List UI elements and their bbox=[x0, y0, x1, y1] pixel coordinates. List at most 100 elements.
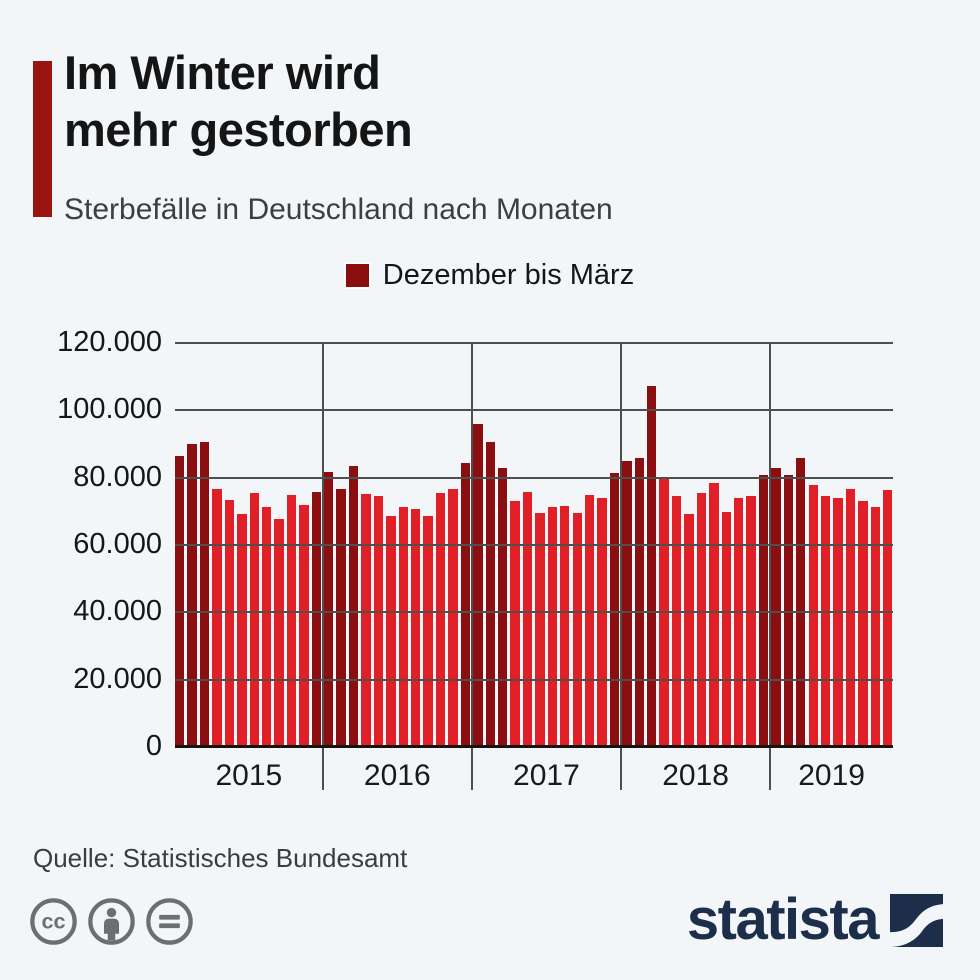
x-axis-year-label: 2018 bbox=[662, 759, 729, 792]
chart-legend: Dezember bis März bbox=[0, 259, 980, 292]
bar-month bbox=[733, 497, 744, 747]
statista-logo-mark bbox=[890, 893, 943, 947]
bar-winter bbox=[485, 441, 495, 747]
statista-logo-text: statista bbox=[686, 887, 880, 952]
source-note: Quelle: Statistisches Bundesamt bbox=[33, 843, 408, 873]
bar-month bbox=[224, 499, 235, 747]
bar-month bbox=[597, 497, 607, 747]
bar-winter bbox=[460, 463, 471, 747]
bar-winter bbox=[336, 489, 346, 747]
page-title: Im Winter wird mehr gestorben bbox=[64, 44, 413, 158]
gridline bbox=[175, 476, 893, 479]
bar-month bbox=[423, 515, 433, 747]
bar-month bbox=[373, 496, 384, 747]
x-axis-year-label: 2019 bbox=[798, 759, 865, 792]
bar-winter bbox=[647, 386, 657, 747]
bar-month bbox=[746, 495, 756, 747]
gridline bbox=[175, 611, 893, 614]
gridline bbox=[175, 342, 893, 344]
y-axis-tick-label: 120.000 bbox=[57, 326, 162, 358]
bar-month bbox=[671, 495, 682, 747]
bar-winter bbox=[199, 442, 210, 747]
gridline bbox=[175, 409, 893, 412]
bar-month bbox=[274, 519, 284, 747]
bar-month bbox=[299, 504, 309, 747]
bar-month bbox=[560, 506, 570, 747]
year-divider-line bbox=[620, 343, 622, 790]
bar-winter bbox=[311, 491, 322, 747]
bar-month bbox=[709, 483, 719, 747]
bar-month bbox=[261, 506, 272, 747]
bar-month bbox=[820, 495, 831, 747]
legend-swatch bbox=[343, 262, 371, 289]
bar-winter bbox=[634, 458, 644, 747]
y-axis-tick-label: 60.000 bbox=[73, 528, 162, 560]
bar-month bbox=[845, 489, 856, 747]
bar-winter bbox=[783, 474, 794, 747]
x-axis-year-label: 2016 bbox=[363, 759, 431, 792]
bars-container bbox=[175, 343, 893, 747]
page-subtitle: Sterbefälle in Deutschland nach Monaten bbox=[64, 193, 613, 226]
bar-month bbox=[883, 489, 893, 747]
bar-month bbox=[721, 512, 731, 747]
bar-winter bbox=[796, 457, 806, 747]
bar-month bbox=[361, 493, 371, 747]
bar-month bbox=[833, 497, 843, 747]
x-axis-year-label: 2017 bbox=[513, 759, 580, 792]
bar-winter bbox=[324, 472, 334, 747]
bar-month bbox=[696, 492, 707, 747]
bar-winter bbox=[771, 467, 781, 747]
bar-month bbox=[584, 494, 595, 747]
no-derivatives-icon[interactable] bbox=[146, 898, 193, 945]
gridline bbox=[175, 544, 893, 546]
bar-month bbox=[572, 513, 582, 747]
bar-month bbox=[212, 489, 222, 747]
y-axis-tick-label: 20.000 bbox=[73, 662, 162, 695]
bar-month bbox=[448, 488, 458, 747]
cc-icon[interactable]: cc bbox=[30, 898, 77, 945]
bar-month bbox=[547, 506, 558, 747]
y-axis-tick-label: 40.000 bbox=[73, 595, 162, 628]
title-line-1: Im Winter wird bbox=[64, 46, 381, 99]
bar-month bbox=[398, 506, 408, 747]
bar-month bbox=[808, 484, 818, 747]
bar-month bbox=[535, 512, 545, 747]
bar-month bbox=[435, 493, 446, 747]
y-axis-tick-label: 80.000 bbox=[73, 460, 162, 493]
bar-winter bbox=[175, 455, 185, 747]
bar-chart-plot-area: 2015 2016 2017 2018 2019 bbox=[175, 342, 893, 792]
bar-winter bbox=[758, 475, 769, 747]
legend-label: Dezember bis März bbox=[382, 259, 635, 291]
title-accent-bar bbox=[33, 61, 52, 217]
y-axis-tick-label: 0 bbox=[145, 730, 162, 762]
bar-winter bbox=[473, 423, 483, 747]
bar-month bbox=[510, 500, 520, 747]
svg-text:cc: cc bbox=[41, 909, 65, 934]
year-divider-line bbox=[769, 343, 772, 790]
bar-winter bbox=[609, 473, 620, 747]
bar-month bbox=[411, 508, 421, 747]
attribution-icon[interactable] bbox=[88, 898, 135, 945]
year-divider-line bbox=[470, 343, 473, 790]
bar-month bbox=[858, 500, 868, 747]
bar-winter bbox=[497, 467, 508, 747]
license-icons[interactable]: cc bbox=[30, 898, 193, 945]
bar-month bbox=[684, 513, 694, 747]
bar-month bbox=[522, 492, 533, 747]
bar-winter bbox=[187, 444, 197, 747]
bar-month bbox=[286, 495, 297, 747]
title-line-2: mehr gestorben bbox=[64, 103, 413, 156]
y-axis-tick-label: 100.000 bbox=[57, 393, 162, 426]
bar-month bbox=[249, 492, 259, 747]
bar-month bbox=[237, 514, 247, 747]
year-divider-line bbox=[321, 343, 324, 790]
bar-month bbox=[870, 507, 881, 747]
statista-logo[interactable]: statista bbox=[687, 891, 943, 949]
x-axis-year-label: 2015 bbox=[215, 759, 283, 792]
bar-winter bbox=[622, 460, 632, 747]
bar-winter bbox=[348, 465, 359, 747]
bar-month bbox=[386, 516, 396, 747]
gridline bbox=[175, 678, 893, 681]
x-axis-baseline bbox=[175, 745, 893, 748]
